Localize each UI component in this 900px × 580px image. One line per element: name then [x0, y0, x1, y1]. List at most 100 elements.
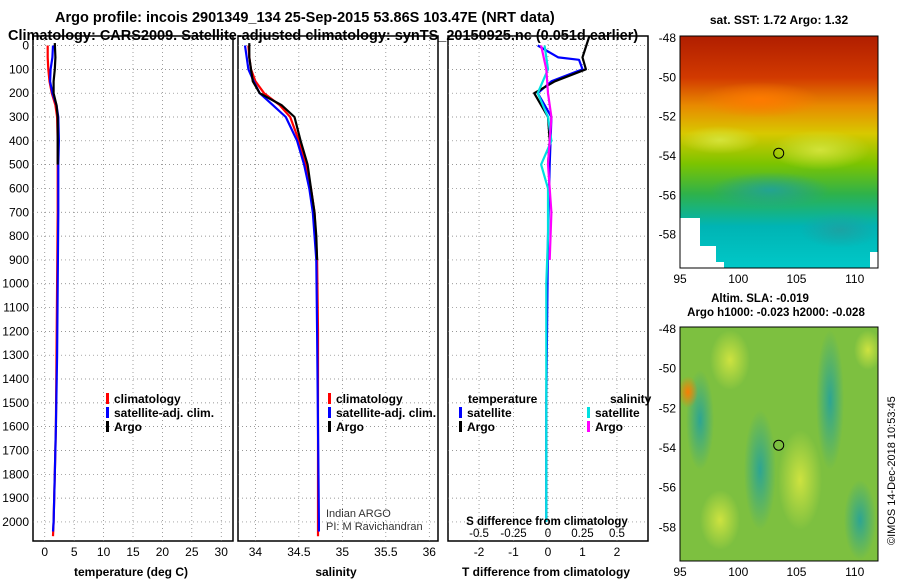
- annotation-pi: PI: M Ravichandran: [326, 521, 423, 533]
- y-tick-label: 1000: [2, 277, 29, 291]
- y-tick-label: 100: [9, 62, 29, 76]
- temperature-legend: climatology satellite-adj. clim. Argo: [106, 392, 214, 434]
- map-y-tick-label: -58: [659, 520, 677, 534]
- x-tick-label: 34: [249, 545, 263, 559]
- y-tick-label: 1300: [2, 348, 29, 362]
- y-tick-label: 700: [9, 205, 29, 219]
- series-argo: [52, 43, 59, 165]
- x-tick-label: 1: [579, 545, 586, 559]
- annotation-indian-argo: Indian ARGO: [326, 508, 391, 520]
- y-tick-label: 1900: [2, 491, 29, 505]
- map-x-tick-label: 100: [728, 272, 748, 286]
- chart-title-line1: Argo profile: incois 2901349_134 25-Sep-…: [55, 10, 555, 26]
- sst-map-title: sat. SST: 1.72 Argo: 1.32: [710, 13, 849, 27]
- legend-argo: Argo: [336, 420, 364, 434]
- x-tick-label: 2: [614, 545, 621, 559]
- difference-xlabel: T difference from climatology: [462, 565, 630, 579]
- x-tick-label: -2: [474, 545, 485, 559]
- sla-map: [680, 327, 878, 561]
- series-satellite-adj-clim-: [243, 45, 320, 532]
- y-tick-label: 1500: [2, 396, 29, 410]
- map-y-tick-label: -50: [659, 362, 677, 376]
- temperature-xlabel: temperature (deg C): [74, 565, 188, 579]
- legend-temp-satellite: satellite: [467, 406, 512, 420]
- legend-sal-argo: Argo: [595, 420, 623, 434]
- map-x-tick-label: 105: [786, 272, 806, 286]
- x-tick-label: 36: [423, 545, 437, 559]
- sla-profile-marker: [773, 439, 785, 451]
- series-salinity-argo: [540, 45, 553, 260]
- sst-profile-marker: [773, 147, 785, 159]
- x-top-tick-label: 0.25: [571, 528, 593, 540]
- series-argo: [248, 43, 319, 260]
- map-y-tick-label: -56: [659, 481, 677, 495]
- map-y-tick-label: -48: [659, 31, 677, 45]
- map-y-tick-label: -52: [659, 401, 677, 415]
- x-tick-label: -1: [508, 545, 519, 559]
- series-salinity-satellite: [536, 45, 553, 522]
- y-tick-label: 900: [9, 253, 29, 267]
- legend-climatology: climatology: [336, 392, 403, 406]
- y-tick-label: 1800: [2, 467, 29, 481]
- x-tick-label: 20: [156, 545, 170, 559]
- y-tick-label: 800: [9, 229, 29, 243]
- y-tick-label: 400: [9, 134, 29, 148]
- legend-argo: Argo: [114, 420, 142, 434]
- y-tick-label: 1700: [2, 443, 29, 457]
- salinity-panel: [237, 35, 439, 542]
- map-x-tick-label: 95: [673, 565, 687, 579]
- map-y-tick-label: -54: [659, 149, 677, 163]
- x-tick-label: 10: [97, 545, 111, 559]
- sla-map-title-line1: Altim. SLA: -0.019: [711, 293, 809, 305]
- map-y-tick-label: -54: [659, 441, 677, 455]
- x-tick-label: 30: [215, 545, 229, 559]
- series-climatology: [247, 45, 320, 537]
- legend-satellite-clim: satellite-adj. clim.: [114, 406, 214, 420]
- x-tick-label: 35: [336, 545, 350, 559]
- map-y-tick-label: -48: [659, 322, 677, 336]
- map-y-tick-label: -52: [659, 110, 677, 124]
- map-x-tick-label: 95: [673, 272, 687, 286]
- y-tick-label: 1400: [2, 372, 29, 386]
- map-y-tick-label: -58: [659, 228, 677, 242]
- legend-temperature-title: temperature: [468, 392, 538, 406]
- y-tick-label: 0: [22, 39, 29, 53]
- x-tick-label: 25: [185, 545, 199, 559]
- salinity-legend: climatology satellite-adj. clim. Argo: [328, 392, 436, 434]
- difference-legend: temperature satellite Argo salinity sate…: [459, 392, 652, 434]
- y-tick-label: 500: [9, 158, 29, 172]
- legend-climatology: climatology: [114, 392, 181, 406]
- x-tick-label: 0: [41, 545, 48, 559]
- x-tick-label: 34.5: [287, 545, 311, 559]
- y-tick-label: 600: [9, 181, 29, 195]
- y-tick-label: 1100: [3, 301, 29, 315]
- x-tick-label: 35.5: [374, 545, 398, 559]
- y-tick-label: 300: [9, 110, 29, 124]
- map-y-tick-label: -56: [659, 188, 677, 202]
- difference-xlabel-top: S difference from climatology: [466, 516, 628, 528]
- sla-map-title-line2: Argo h1000: -0.023 h2000: -0.028: [687, 307, 865, 319]
- legend-salinity-title: salinity: [610, 392, 652, 406]
- x-tick-label: 15: [126, 545, 140, 559]
- map-x-tick-label: 110: [845, 565, 864, 579]
- imos-stamp: ©IMOS 14-Dec-2018 10:53:45: [886, 396, 898, 545]
- map-x-tick-label: 100: [728, 565, 748, 579]
- legend-sal-satellite: satellite: [595, 406, 640, 420]
- map-x-tick-label: 105: [786, 565, 806, 579]
- sst-map: [680, 36, 878, 268]
- x-top-tick-label: -0.25: [500, 528, 526, 540]
- x-tick-label: 5: [71, 545, 78, 559]
- y-tick-label: 1600: [2, 420, 29, 434]
- salinity-xlabel: salinity: [315, 565, 357, 579]
- y-tick-label: 200: [9, 86, 29, 100]
- x-top-tick-label: 0: [545, 528, 551, 540]
- x-top-tick-label: 0.5: [609, 528, 625, 540]
- x-top-tick-label: -0.5: [469, 528, 489, 540]
- legend-temp-argo: Argo: [467, 420, 495, 434]
- series-climatology: [46, 45, 59, 537]
- map-x-tick-label: 110: [845, 272, 864, 286]
- y-tick-label: 1200: [2, 324, 29, 338]
- legend-satellite-clim: satellite-adj. clim.: [336, 406, 436, 420]
- x-tick-label: 0: [545, 545, 552, 559]
